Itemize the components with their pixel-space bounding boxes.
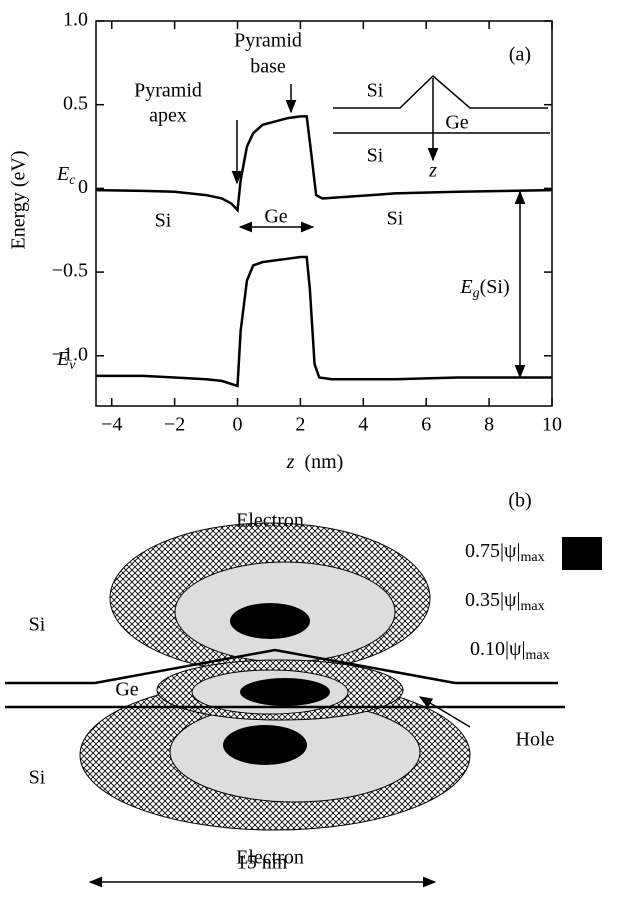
gap-label-rest: (Si) (480, 276, 510, 298)
x-tick-label: 0 (233, 414, 243, 436)
wavefunctions (79, 522, 471, 831)
electron-core (230, 603, 310, 639)
annotation: Si (387, 208, 404, 230)
x-tick-label: 8 (484, 414, 494, 436)
x-tick-label: 10 (542, 414, 562, 436)
band-label-sub: c (69, 173, 76, 188)
annotation: Ge (445, 112, 468, 134)
band-label: Ev (56, 348, 76, 374)
diagram-label: Electron (236, 847, 304, 869)
diagram-label: Si (29, 614, 46, 636)
band-label: Ec (56, 163, 76, 189)
diagram-label: 15 nm (237, 852, 288, 874)
y-axis-title: Energy (eV) (8, 150, 30, 249)
annotation: Si (367, 145, 384, 167)
inset-line (333, 74, 548, 109)
legend-main: 0.75|ψ| (465, 540, 521, 562)
y-tick-label: 0 (78, 176, 88, 198)
legend-main: 0.10|ψ| (470, 638, 526, 660)
diagram-label: Ge (115, 679, 138, 701)
annotation: base (250, 56, 286, 78)
y-tick-label: 1.0 (63, 9, 88, 31)
x-tick-label: 2 (295, 414, 305, 436)
plot-frame (95, 20, 553, 407)
legend-label: 0.35|ψ|max (465, 589, 545, 615)
x-axis-var: z (286, 451, 295, 473)
diagram-label: Electron (236, 510, 304, 532)
legend-swatch (562, 537, 602, 570)
annotation: Si (367, 80, 384, 102)
y-tick-label: −1.0 (52, 343, 88, 365)
x-tick-label: −2 (164, 414, 185, 436)
gap-label-main: E (459, 276, 472, 298)
hole-arrow (418, 696, 471, 728)
diagram-label: Si (29, 767, 46, 789)
annotation: Pyramid (234, 30, 302, 52)
legend-sub: max (521, 599, 545, 614)
wetting-layer (5, 648, 558, 685)
x-axis-title: z (nm) (286, 451, 344, 473)
y-tick-label: 0.5 (63, 92, 88, 114)
band-label-main: E (56, 163, 69, 185)
hole-core (240, 678, 330, 706)
legend-main: 0.35|ψ| (465, 589, 521, 611)
annotation: (a) (509, 44, 531, 66)
legend-label: 0.75|ψ|max (465, 540, 545, 566)
gap-label: Eg(Si) (459, 276, 509, 302)
panel-label: (b) (508, 490, 531, 512)
y-tick-label: −0.5 (52, 260, 88, 282)
gap-label-sub: g (473, 286, 480, 301)
energy-line (96, 255, 552, 388)
energy-line (95, 115, 553, 213)
x-tick-label: 4 (358, 414, 368, 436)
x-axis-unit: (nm) (304, 451, 343, 473)
band-label-sub: v (69, 358, 76, 373)
annotation: Si (155, 210, 172, 232)
annotation: apex (149, 105, 187, 127)
x-tick-label: 6 (421, 414, 431, 436)
x-tick-label: −4 (101, 414, 122, 436)
annotation: z (428, 160, 437, 182)
annotation: Pyramid (134, 80, 202, 102)
legend-label: 0.10|ψ|max (470, 638, 550, 664)
band-label-main: E (56, 348, 69, 370)
electron-core (223, 725, 307, 765)
legend-sub: max (521, 550, 545, 565)
diagram-label: Hole (516, 729, 555, 751)
annotation: Ge (264, 206, 287, 228)
legend-sub: max (526, 648, 550, 663)
